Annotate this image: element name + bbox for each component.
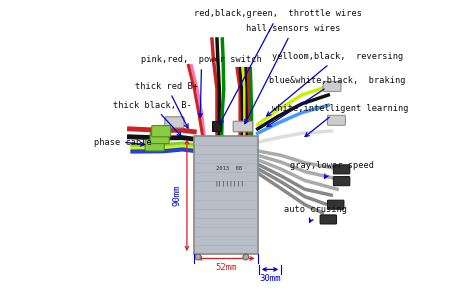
FancyBboxPatch shape [328, 115, 346, 125]
Text: thick red B+: thick red B+ [136, 82, 198, 128]
FancyBboxPatch shape [333, 177, 350, 186]
FancyBboxPatch shape [152, 126, 171, 137]
Bar [194, 136, 258, 254]
Text: 30mm: 30mm [259, 274, 281, 283]
Text: red,black,green,  throttle wires: red,black,green, throttle wires [194, 9, 362, 124]
Bar [212, 120, 221, 131]
Circle shape [195, 254, 201, 260]
FancyBboxPatch shape [333, 165, 350, 174]
FancyBboxPatch shape [323, 81, 341, 91]
Text: yelloom,black,  reversing: yelloom,black, reversing [267, 52, 403, 116]
Text: phase cable: phase cable [94, 138, 152, 147]
Circle shape [243, 254, 249, 260]
FancyBboxPatch shape [328, 200, 344, 209]
FancyBboxPatch shape [233, 121, 253, 132]
Text: auto crusing: auto crusing [284, 205, 347, 222]
Text: blue&white,black,  braking: blue&white,black, braking [267, 76, 406, 127]
Text: hall,sensors wires: hall,sensors wires [245, 24, 340, 124]
FancyBboxPatch shape [145, 140, 164, 151]
Text: white,intelligent learning: white,intelligent learning [273, 104, 409, 136]
Text: 52mm: 52mm [215, 263, 237, 273]
Text: gray,lower speed: gray,lower speed [290, 161, 374, 178]
FancyBboxPatch shape [150, 132, 169, 144]
FancyBboxPatch shape [165, 117, 184, 128]
Text: thick black, B-: thick black, B- [113, 101, 192, 136]
Text: ||||||||: |||||||| [214, 181, 244, 186]
Text: 90mm: 90mm [172, 184, 181, 206]
Text: pink,red,  power switch: pink,red, power switch [141, 55, 262, 117]
FancyBboxPatch shape [320, 215, 337, 224]
Text: 2013  08: 2013 08 [216, 166, 242, 171]
